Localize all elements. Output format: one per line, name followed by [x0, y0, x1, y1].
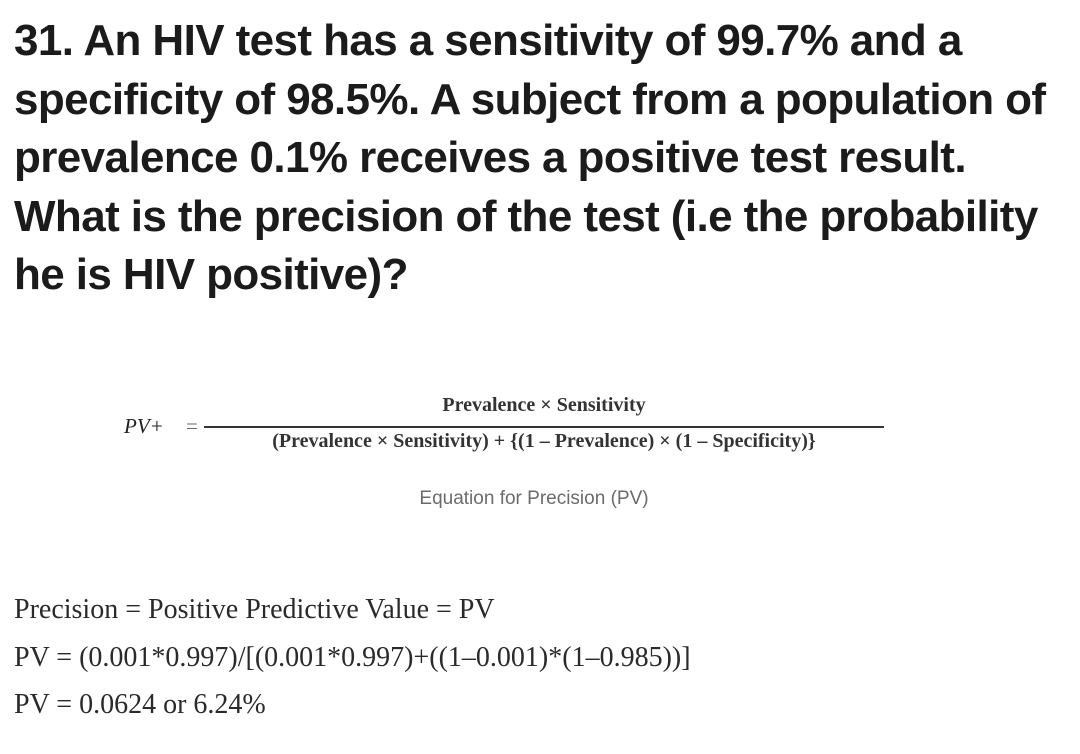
calculation-line-formula: PV = (0.001*0.997)/[(0.001*0.997)+((1–0.…	[14, 641, 691, 673]
precision-equation: PV+ = Prevalence × Sensitivity (Prevalen…	[124, 392, 904, 466]
equation-fraction: Prevalence × Sensitivity (Prevalence × S…	[204, 392, 884, 466]
equation-lhs: PV+	[124, 414, 164, 438]
calculation-line-definition: Precision = Positive Predictive Value = …	[14, 594, 495, 625]
equation-caption: Equation for Precision (PV)	[419, 488, 649, 509]
equation-equals-sign: =	[186, 414, 198, 438]
equation-denominator: (Prevalence × Sensitivity) + {(1 – Preva…	[272, 430, 816, 452]
fraction-bar	[204, 426, 884, 428]
equation-numerator: Prevalence × Sensitivity	[442, 394, 646, 416]
calculation-line-result: PV = 0.0624 or 6.24%	[14, 689, 266, 720]
calculation-block: Precision = Positive Predictive Value = …	[14, 586, 691, 729]
question-text: 31. An HIV test has a sensitivity of 99.…	[14, 16, 1046, 299]
